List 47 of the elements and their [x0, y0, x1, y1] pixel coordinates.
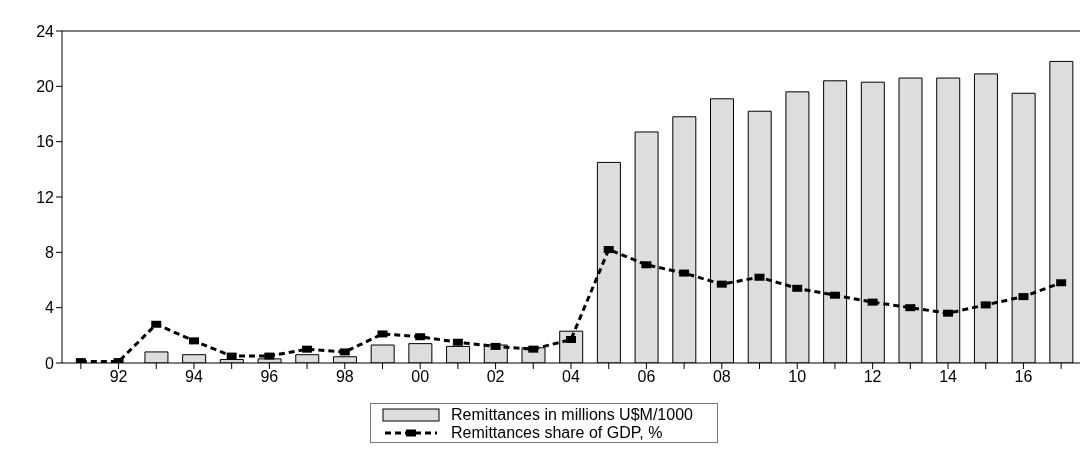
point — [943, 309, 954, 317]
x-tick-label: 00 — [411, 368, 430, 386]
point — [302, 345, 313, 353]
legend-label: Remittances share of GDP, % — [451, 424, 663, 442]
point — [679, 269, 690, 277]
x-tick-label: 04 — [562, 368, 580, 386]
point — [226, 352, 237, 360]
point — [528, 345, 539, 353]
point — [339, 348, 350, 356]
legend-label: Remittances in millions U$M/1000 — [451, 406, 693, 424]
x-tick-label: 06 — [637, 368, 656, 386]
point — [377, 330, 388, 338]
point — [716, 280, 727, 288]
y-tick-label: 0 — [45, 354, 55, 372]
point — [188, 337, 199, 345]
y-tick-label: 12 — [36, 188, 55, 206]
point — [641, 261, 652, 269]
point — [792, 284, 803, 292]
x-tick-label: 92 — [109, 368, 128, 386]
x-tick-label: 08 — [712, 368, 731, 386]
point — [264, 352, 275, 360]
y-tick-label: 8 — [45, 244, 55, 262]
x-tick-label: 12 — [863, 368, 882, 386]
y-tick-label: 20 — [36, 78, 55, 96]
point — [603, 246, 614, 254]
point — [754, 273, 765, 281]
y-tick-label: 4 — [45, 299, 55, 317]
point — [829, 291, 840, 299]
x-tick-label: 02 — [486, 368, 505, 386]
point — [980, 301, 991, 309]
x-tick-label: 96 — [260, 368, 279, 386]
point — [905, 304, 916, 312]
x-tick-label: 98 — [335, 368, 354, 386]
point — [867, 298, 878, 306]
y-tick-label: 24 — [36, 22, 55, 40]
point — [1056, 279, 1067, 287]
y-tick-label: 16 — [36, 133, 55, 151]
point — [1018, 293, 1029, 301]
x-tick-label: 14 — [939, 368, 958, 386]
point — [415, 333, 426, 341]
point — [490, 342, 501, 350]
x-tick-label: 94 — [185, 368, 203, 386]
point — [452, 338, 463, 346]
point — [566, 335, 576, 343]
x-tick-label: 10 — [788, 368, 807, 386]
point — [151, 320, 162, 328]
x-tick-label: 16 — [1014, 368, 1033, 386]
